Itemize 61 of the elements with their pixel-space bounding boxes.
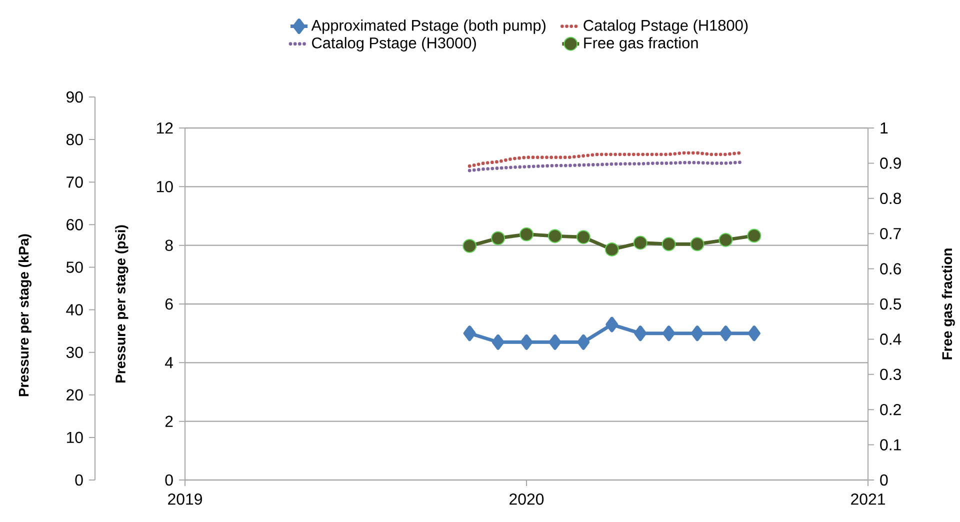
point <box>634 326 647 342</box>
y2-tick-label: 0.8 <box>880 192 901 204</box>
point <box>719 326 732 342</box>
y2-axis-title: Free gas fraction <box>942 248 955 360</box>
legend-label: Catalog Pstage (H1800) <box>584 19 748 34</box>
y2-tick-label: 0.6 <box>880 263 901 274</box>
y-tick-label: 2 <box>165 416 173 427</box>
point <box>748 326 760 342</box>
y3-tick-label: 90 <box>66 91 83 103</box>
y-axis-title: Pressure per stage (psi) <box>115 225 128 383</box>
y-tick-label: 12 <box>156 122 173 134</box>
point <box>491 231 506 246</box>
point <box>606 316 618 332</box>
y2-tick-label: 0.7 <box>880 228 901 240</box>
point <box>662 237 676 252</box>
y2-tick-label: 0 <box>880 474 888 486</box>
y3-tick-label: 20 <box>66 389 83 401</box>
y-tick-label: 8 <box>165 240 173 251</box>
y2-tick-label: 0.5 <box>880 298 901 310</box>
y-tick-label: 4 <box>164 357 174 368</box>
point <box>633 236 648 250</box>
y3-tick-label: 30 <box>66 346 83 358</box>
x-tick-label: 2021 <box>851 494 885 505</box>
y-tick-label: 10 <box>156 181 173 192</box>
y2-tick-label: 1 <box>880 122 888 134</box>
point <box>604 242 619 256</box>
y3-tick-label: 70 <box>66 176 83 188</box>
legend-label: Free gas fraction <box>584 37 698 52</box>
point <box>462 238 477 253</box>
y-tick-label: 0 <box>165 474 173 486</box>
y3-tick-label: 60 <box>66 219 83 230</box>
y2-tick-label: 0.1 <box>880 439 901 450</box>
y3-tick-label: 80 <box>66 134 83 146</box>
legend-label: Catalog Pstage (H3000) <box>312 37 476 52</box>
point <box>662 326 676 342</box>
point <box>492 334 504 350</box>
y2-tick-label: 0.4 <box>880 334 902 345</box>
y2-tick-label: 0.9 <box>880 158 901 169</box>
point <box>691 326 704 342</box>
y3-axis-title: Pressure per stage (kPa) <box>18 234 32 396</box>
y-tick-label: 6 <box>165 298 173 310</box>
point <box>718 232 733 247</box>
point <box>520 334 533 350</box>
point <box>548 229 562 244</box>
y3-tick-label: 0 <box>75 474 83 486</box>
point <box>520 227 534 242</box>
point <box>463 326 476 342</box>
x-tick-label: 2019 <box>168 494 202 505</box>
x-tick-label: 2020 <box>510 494 544 505</box>
point <box>690 237 704 252</box>
y3-tick-label: 50 <box>66 262 83 273</box>
y3-tick-label: 10 <box>66 432 83 444</box>
line-series <box>468 160 742 172</box>
point <box>577 334 590 350</box>
y2-tick-label: 0.3 <box>880 368 901 380</box>
point <box>747 228 762 243</box>
legend-label: Approximated Pstage (both pump) <box>311 19 546 34</box>
point <box>548 334 562 350</box>
y2-tick-label: 0.2 <box>880 404 901 416</box>
point <box>576 230 590 244</box>
y3-tick-label: 40 <box>66 304 83 316</box>
